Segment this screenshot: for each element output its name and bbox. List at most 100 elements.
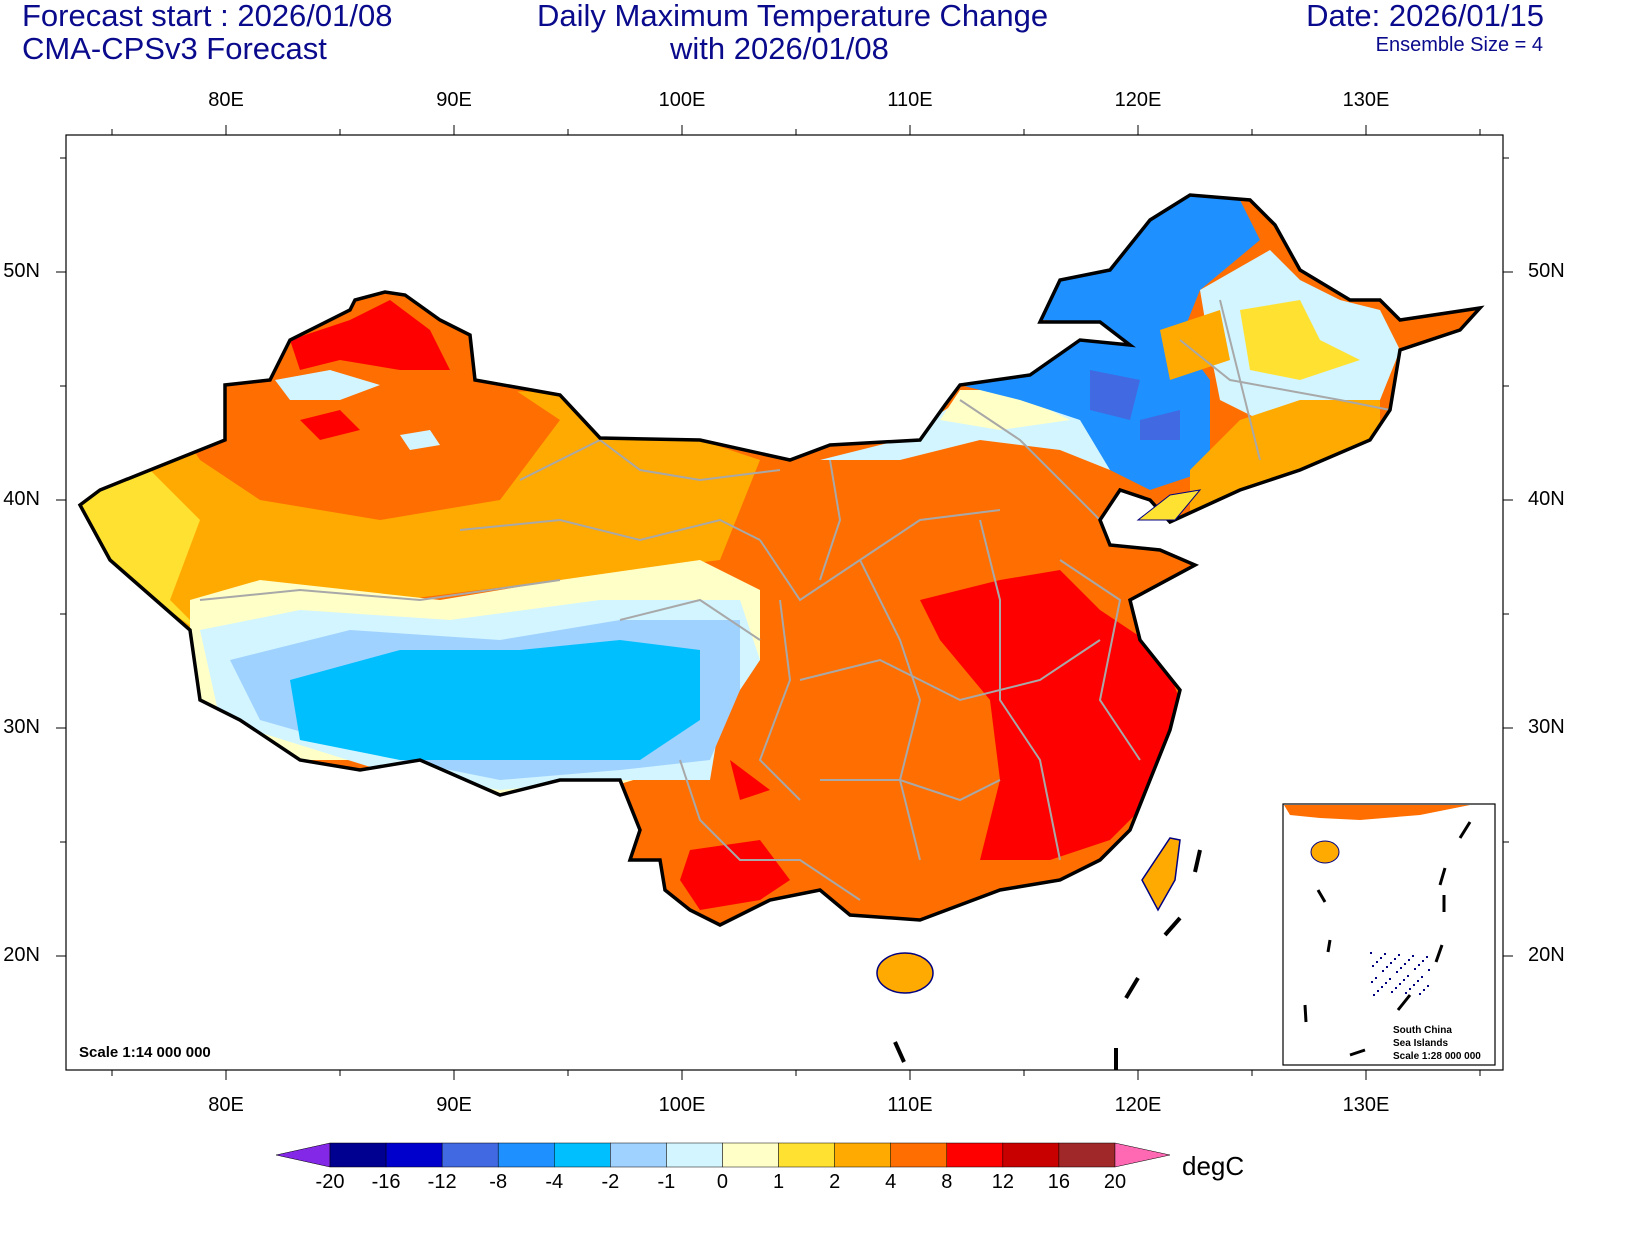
inset-dash-segment (1458, 821, 1472, 839)
contour-region (300, 410, 360, 440)
inset-dash-segment (1396, 994, 1412, 1011)
inset-island-dot (1390, 962, 1392, 964)
lon-label-bottom: 100E (658, 1094, 706, 1116)
contour-region (290, 300, 450, 370)
dash-segment (893, 1041, 906, 1063)
province-border (1059, 559, 1141, 761)
inset-island-dot (1384, 953, 1386, 955)
lon-label-top: 100E (658, 89, 706, 111)
inset-island-dot (1409, 988, 1411, 990)
province-border (959, 399, 1101, 521)
inset-island-dot (1413, 984, 1415, 986)
contour-region (80, 470, 210, 640)
inset-island-dot (1423, 989, 1425, 991)
province-border (820, 779, 1001, 802)
inset-dash-segment (1349, 1048, 1366, 1057)
inset-island-dot (1375, 977, 1377, 979)
date-label: Date: 2026/01/15 (1306, 0, 1544, 33)
inset-island-dot (1386, 966, 1388, 968)
colorbar-swatch (946, 1142, 1004, 1168)
inset-dash-segment (1326, 939, 1332, 953)
inset-island-dot (1396, 971, 1398, 973)
inset-island-dot (1419, 993, 1421, 995)
province-border (979, 519, 1061, 861)
ensemble-size-label: Ensemble Size = 4 (1375, 34, 1543, 56)
lat-label-left: 30N (3, 716, 40, 738)
contour-region (680, 840, 790, 910)
lon-label-top: 80E (208, 89, 244, 111)
dash-segment (1124, 976, 1140, 1000)
taiwan-island (1141, 837, 1181, 912)
inset-dash-segment (1434, 944, 1444, 963)
inset-island-dot (1377, 990, 1379, 992)
province-border (459, 518, 761, 542)
inset-dash-segment (1316, 889, 1327, 903)
inset-island-dot (1427, 985, 1429, 987)
islands (876, 489, 1202, 994)
south-china-sea-inset (1282, 803, 1496, 1066)
lon-label-top: 130E (1342, 89, 1390, 111)
province-border (1219, 299, 1261, 461)
lon-label-top: 120E (1114, 89, 1162, 111)
colorbar-swatch (610, 1142, 667, 1168)
lat-label-left: 20N (3, 944, 40, 966)
lon-label-top: 110E (887, 89, 933, 111)
colorbar-tick-label: -16 (371, 1171, 401, 1193)
inset-island-dot (1421, 976, 1423, 978)
axis-ticks (56, 125, 1513, 1080)
inset-island-dot (1380, 957, 1382, 959)
colorbar-swatch (1002, 1142, 1060, 1168)
forecast-start-label: Forecast start : 2026/01/08 (22, 0, 393, 33)
lon-label-bottom: 90E (436, 1094, 472, 1116)
inset-island-dot (1414, 968, 1416, 970)
contour-region (940, 390, 1070, 430)
colorbar-swatch (778, 1142, 835, 1168)
colorbar-tick-label: -20 (315, 1171, 345, 1193)
colorbar-swatch (385, 1142, 443, 1168)
lat-label-right: 40N (1528, 488, 1565, 510)
contour-region (275, 370, 380, 400)
colorbar-under-triangle (275, 1142, 331, 1168)
inset-title-line2: Sea Islands (1393, 1038, 1449, 1049)
hainan-island (876, 952, 934, 994)
colorbar-tick-label: -12 (427, 1171, 457, 1193)
china-border (77, 193, 1485, 927)
lat-label-left: 50N (3, 260, 40, 282)
inset-island-dot (1426, 956, 1428, 958)
inset-island-dot (1376, 961, 1378, 963)
inset-island-dot (1408, 959, 1410, 961)
colorbar-tick-label: 12 (991, 1171, 1014, 1193)
inset-dash-segment (1438, 867, 1447, 886)
contour-region (400, 430, 440, 450)
inset-island-dot (1398, 954, 1400, 956)
province-border (758, 599, 801, 801)
lon-label-top: 90E (436, 89, 472, 111)
colorbar (275, 1142, 1171, 1168)
colorbar-swatch (722, 1142, 779, 1168)
inset-island-dot (1403, 979, 1405, 981)
lat-label-right: 20N (1528, 944, 1565, 966)
colorbar-swatch (554, 1142, 611, 1168)
inset-island-dot (1428, 969, 1430, 971)
lat-label-right: 50N (1528, 260, 1565, 282)
contour-region (160, 360, 560, 520)
model-label: CMA-CPSv3 Forecast (22, 31, 327, 66)
contour-region (960, 195, 1260, 490)
colorbar-tick-label: 8 (941, 1171, 953, 1193)
dash-segment (1193, 849, 1202, 873)
liaodong-peninsula (1136, 489, 1202, 521)
inset-island-dot (1404, 963, 1406, 965)
province-border (859, 559, 922, 861)
lon-label-bottom: 80E (208, 1094, 244, 1116)
inset-frame (1282, 803, 1496, 1066)
colorbar-tick-label: 0 (716, 1171, 729, 1193)
inset-island-dot (1422, 960, 1424, 962)
province-border (619, 598, 761, 641)
inset-title-line1: South China (1393, 1025, 1452, 1036)
map-frame (65, 134, 1504, 1071)
inset-island-dot (1407, 975, 1409, 977)
inset-island-dot (1405, 992, 1407, 994)
inset-island-dot (1417, 980, 1419, 982)
colorbar-tick-label: -1 (657, 1171, 676, 1193)
